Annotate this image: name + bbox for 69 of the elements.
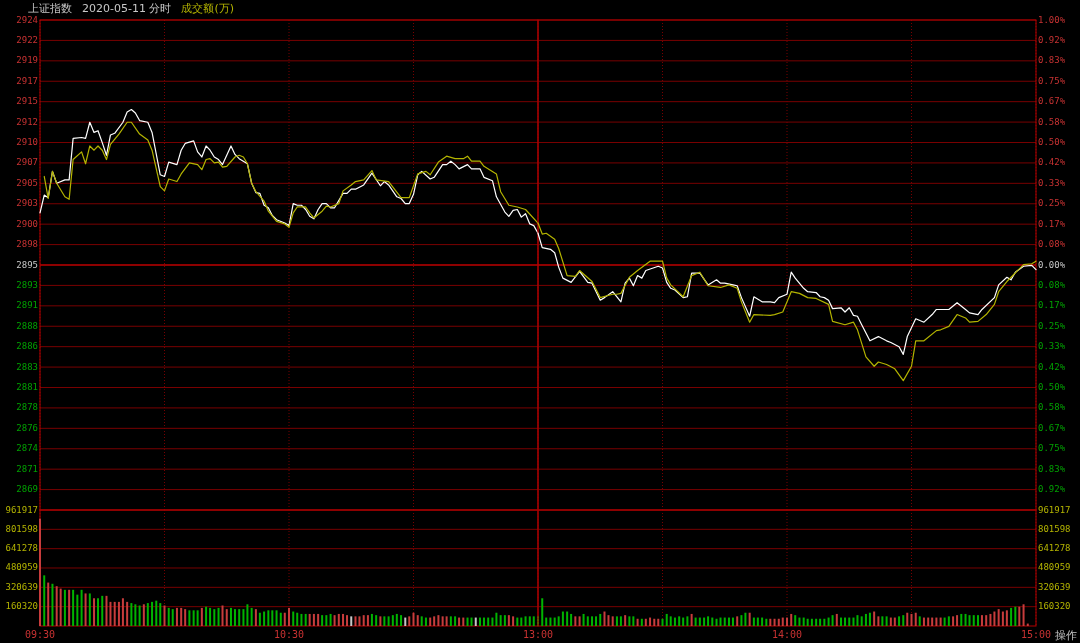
y-tick-label: 2883 [16, 361, 38, 372]
y2-tick-label: 320639 [1038, 581, 1071, 592]
y2-tick-label: 0.17% [1038, 218, 1066, 229]
x-tick-label: 09:30 [24, 629, 56, 640]
y-tick-label: 2919 [16, 55, 38, 66]
y2-tick-label: 0.08% [1038, 239, 1066, 250]
y-tick-label: 160320 [5, 601, 38, 612]
y2-tick-label: 0.33% [1038, 177, 1066, 188]
y-tick-label: 2900 [16, 218, 38, 229]
y2-tick-label: 0.75% [1038, 75, 1066, 86]
y-tick-label: 2881 [16, 382, 38, 392]
y-tick-label: 2915 [16, 96, 38, 107]
y2-tick-label: 0.50% [1038, 137, 1066, 147]
y2-tick-label: 0.33% [1038, 341, 1066, 352]
y2-tick-label: 0.92% [1038, 34, 1066, 45]
chart-title: 上证指数 [28, 2, 72, 15]
y2-tick-label: 1.00% [1038, 14, 1066, 25]
y-tick-label: 2871 [16, 463, 38, 474]
y-tick-label: 2922 [16, 34, 38, 45]
y-tick-label: 2876 [16, 422, 38, 433]
y-tick-label: 2891 [16, 300, 38, 311]
y2-tick-label: 0.83% [1038, 55, 1066, 66]
y2-tick-label: 0.92% [1038, 484, 1066, 495]
y-tick-label: 641278 [5, 543, 38, 554]
y2-tick-label: 0.25% [1038, 198, 1066, 209]
y-tick-label: 2912 [16, 116, 38, 127]
y2-tick-label: 801598 [1038, 523, 1071, 534]
y2-tick-label: 0.67% [1038, 422, 1066, 433]
y2-tick-label: 0.17% [1038, 300, 1066, 311]
y-tick-label: 320639 [5, 581, 38, 592]
y-tick-label: 961917 [5, 504, 38, 515]
y2-tick-label: 0.75% [1038, 443, 1066, 454]
chart-subtitle: 2020-05-11 分时 [82, 2, 172, 15]
x-tick-label: 15:00 [1020, 629, 1052, 640]
y-tick-label: 2895 [16, 259, 38, 270]
text: 成交额(万) [181, 2, 235, 15]
y2-tick-label: 160320 [1038, 601, 1071, 612]
y-tick-label: 801598 [5, 523, 38, 534]
y-tick-label: 2924 [16, 14, 38, 25]
y-tick-label: 2907 [16, 157, 38, 168]
y-tick-label: 2903 [16, 198, 38, 209]
y2-tick-label: 0.25% [1038, 320, 1066, 331]
y-tick-label: 2869 [16, 484, 38, 495]
y-tick-label: 2893 [16, 279, 38, 290]
y-tick-label: 2888 [16, 320, 38, 331]
y2-tick-label: 0.50% [1038, 382, 1066, 392]
y2-tick-label: 641278 [1038, 543, 1071, 554]
y2-tick-label: 480959 [1038, 562, 1071, 573]
y-tick-label: 2905 [16, 177, 38, 188]
y2-tick-label: 0.00% [1038, 259, 1066, 270]
y-tick-label: 2910 [16, 137, 38, 147]
y-tick-label: 480959 [5, 562, 38, 573]
y2-tick-label: 0.83% [1038, 463, 1066, 474]
y-tick-label: 2886 [16, 341, 38, 352]
text: 操作 [1055, 629, 1077, 642]
y2-tick-label: 0.58% [1038, 116, 1066, 127]
y2-tick-label: 0.67% [1038, 96, 1066, 107]
y-tick-label: 2898 [16, 239, 38, 250]
y-tick-label: 2874 [16, 443, 38, 454]
x-tick-label: 10:30 [273, 629, 305, 640]
y2-tick-label: 0.08% [1038, 279, 1066, 290]
x-tick-label: 14:00 [771, 629, 803, 640]
y2-tick-label: 961917 [1038, 504, 1071, 515]
y2-tick-label: 0.42% [1038, 157, 1066, 168]
y2-tick-label: 0.58% [1038, 402, 1066, 413]
y2-tick-label: 0.42% [1038, 361, 1066, 372]
y-tick-label: 2878 [16, 402, 38, 413]
x-tick-label: 13:00 [522, 629, 554, 640]
y-tick-label: 2917 [16, 75, 38, 86]
